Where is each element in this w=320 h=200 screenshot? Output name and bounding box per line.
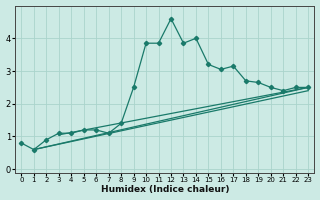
X-axis label: Humidex (Indice chaleur): Humidex (Indice chaleur) — [100, 185, 229, 194]
